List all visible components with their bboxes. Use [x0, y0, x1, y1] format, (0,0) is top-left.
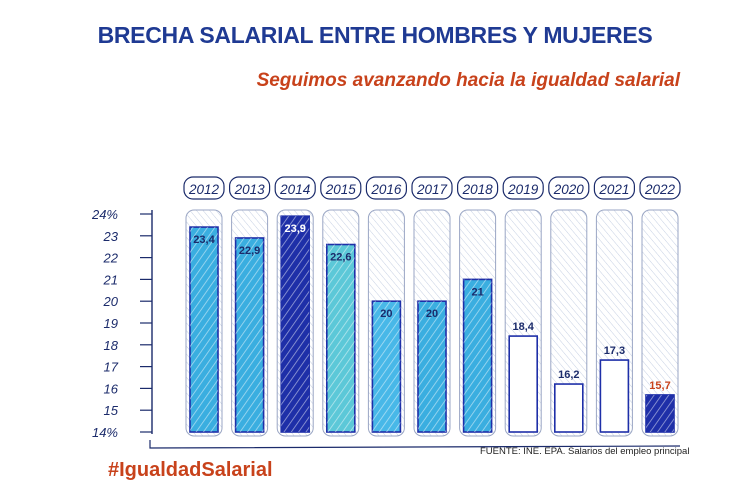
y-tick-label: 15: [104, 403, 119, 418]
value-label: 20: [380, 308, 392, 320]
category-label: 2015: [325, 182, 357, 197]
bar-hatch: [190, 227, 218, 432]
y-tick-label: 19: [104, 316, 118, 331]
bar: [508, 335, 539, 433]
bar-hatch: [418, 301, 446, 432]
bar-slot: [550, 209, 588, 437]
value-label: 20: [426, 308, 438, 320]
y-tick-label: 14%: [92, 425, 118, 440]
year-pill: [593, 176, 636, 200]
bar-hatch: [646, 394, 674, 432]
category-label: 2021: [598, 182, 629, 197]
y-tick-label: 24%: [91, 207, 118, 222]
value-label: 22,6: [330, 252, 351, 264]
value-label: 17,3: [604, 345, 625, 357]
value-label: 23,4: [193, 234, 215, 246]
category-label: 2013: [234, 182, 266, 197]
year-pill: [502, 176, 544, 200]
bar-slot: [641, 209, 679, 437]
category-label: 2018: [462, 182, 494, 197]
y-tick-label: 21: [103, 272, 118, 287]
y-tick-label: 20: [103, 294, 119, 309]
year-pill: [183, 176, 225, 200]
bar: [553, 383, 584, 433]
bar-hatch: [372, 301, 401, 432]
year-pill: [548, 176, 590, 200]
year-pill: [457, 176, 499, 200]
value-label: 18,4: [512, 321, 534, 333]
bar-hatch: [235, 237, 264, 432]
value-label: 15,7: [649, 380, 670, 392]
category-label: 2012: [188, 182, 220, 197]
y-tick-label: 16: [104, 381, 119, 396]
year-pill: [274, 176, 316, 200]
x-axis: [149, 440, 681, 449]
category-label: 2014: [279, 182, 310, 197]
year-pill: [411, 176, 453, 200]
year-pill: [639, 176, 681, 200]
y-tick-label: 17: [104, 360, 119, 375]
value-label: 23,9: [284, 223, 305, 235]
category-label: 2020: [553, 182, 585, 197]
value-label: 21: [471, 286, 483, 298]
value-label: 22,9: [239, 245, 260, 257]
year-pill: [320, 176, 362, 200]
y-tick-label: 22: [103, 251, 119, 266]
year-pill: [365, 176, 407, 200]
chart-subtitle: Seguimos avanzando hacia la igualdad sal…: [256, 70, 680, 91]
y-tick-label: 18: [104, 338, 119, 353]
chart-title: BRECHA SALARIAL ENTRE HOMBRES Y MUJERES: [97, 22, 653, 48]
category-label: 2022: [644, 182, 676, 197]
hashtag: #IgualdadSalarial: [108, 459, 273, 481]
category-label: 2019: [507, 182, 539, 197]
bar-hatch: [326, 244, 355, 432]
category-label: 2016: [370, 182, 402, 197]
year-pill: [229, 176, 271, 200]
source-note: FUENTE: INE. EPA. Salarios del empleo pr…: [480, 446, 690, 457]
bar-hatch: [463, 279, 492, 432]
y-tick-label: 23: [103, 229, 119, 244]
category-label: 2017: [416, 182, 448, 197]
bar: [599, 359, 630, 433]
value-label: 16,2: [558, 369, 579, 381]
bar-hatch: [281, 216, 310, 432]
